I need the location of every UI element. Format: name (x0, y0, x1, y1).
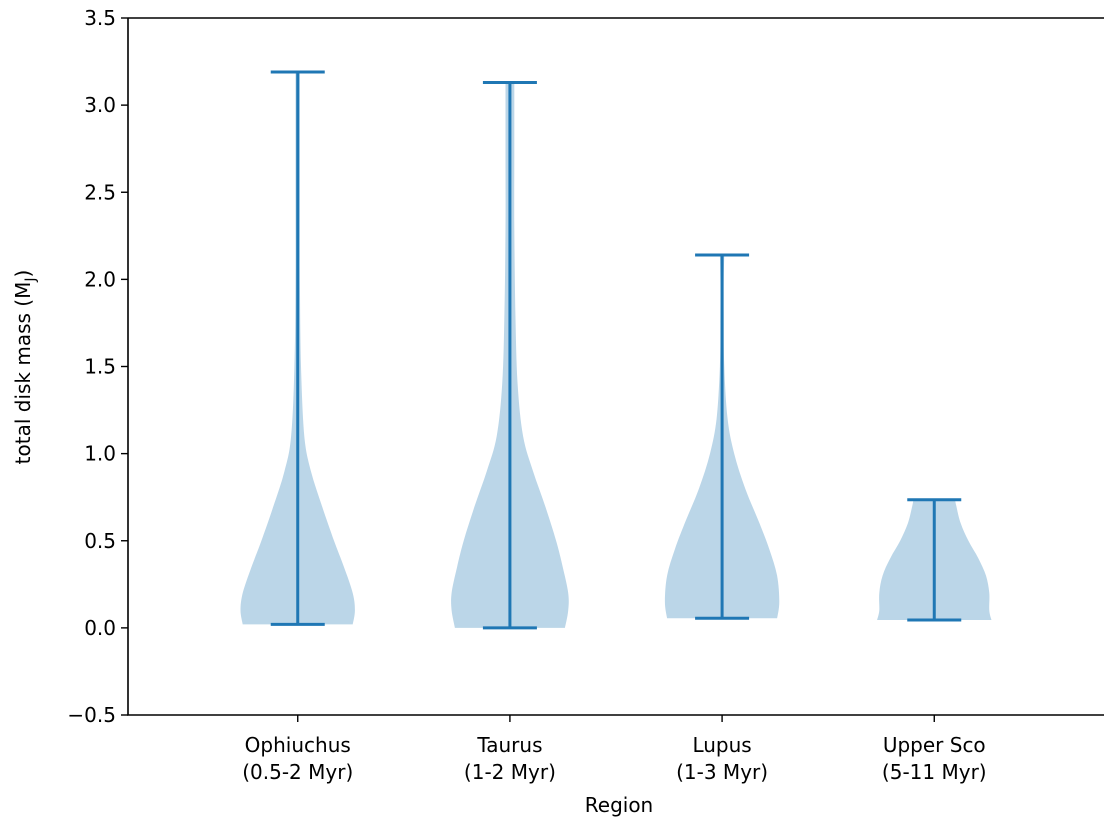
x-axis: Ophiuchus (0.5-2 Myr) Taurus (1-2 Myr) Lupus… (242, 715, 987, 784)
y-tick-label: 2.0 (84, 267, 116, 291)
y-axis-title-close: ) (11, 270, 35, 278)
y-tick-label: 1.5 (84, 355, 116, 379)
y-tick-label: 0.5 (84, 529, 116, 553)
x-axis-title: Region (585, 793, 653, 817)
axes-frame (127, 17, 1104, 716)
x-tick-label-name: Ophiuchus (245, 733, 351, 757)
y-tick-label: 0.0 (84, 616, 116, 640)
x-tick-label-age: (1-3 Myr) (676, 760, 768, 784)
y-tick-label: −0.5 (67, 703, 116, 727)
x-tick-label-name: Lupus (692, 733, 751, 757)
y-tick-label: 3.0 (84, 93, 116, 117)
y-axis-title-main: total disk mass (M (11, 282, 35, 465)
x-tick-label-age: (1-2 Myr) (464, 760, 556, 784)
violins (240, 70, 992, 630)
x-tick-label-name: Upper Sco (883, 733, 986, 757)
y-axis-title: total disk mass (MJ) (11, 270, 39, 465)
y-tick-label: 2.5 (84, 180, 116, 204)
x-tick-label-name: Taurus (476, 733, 542, 757)
x-tick-label-age: (0.5-2 Myr) (242, 760, 353, 784)
x-tick-label-age: (5-11 Myr) (882, 760, 987, 784)
y-tick-label: 1.0 (84, 442, 116, 466)
y-axis: −0.5 0.0 0.5 1.0 1.5 2.0 2.5 3.0 3.5 (67, 6, 128, 727)
y-tick-label: 3.5 (84, 6, 116, 30)
y-axis-title-subscript: J (23, 277, 39, 282)
